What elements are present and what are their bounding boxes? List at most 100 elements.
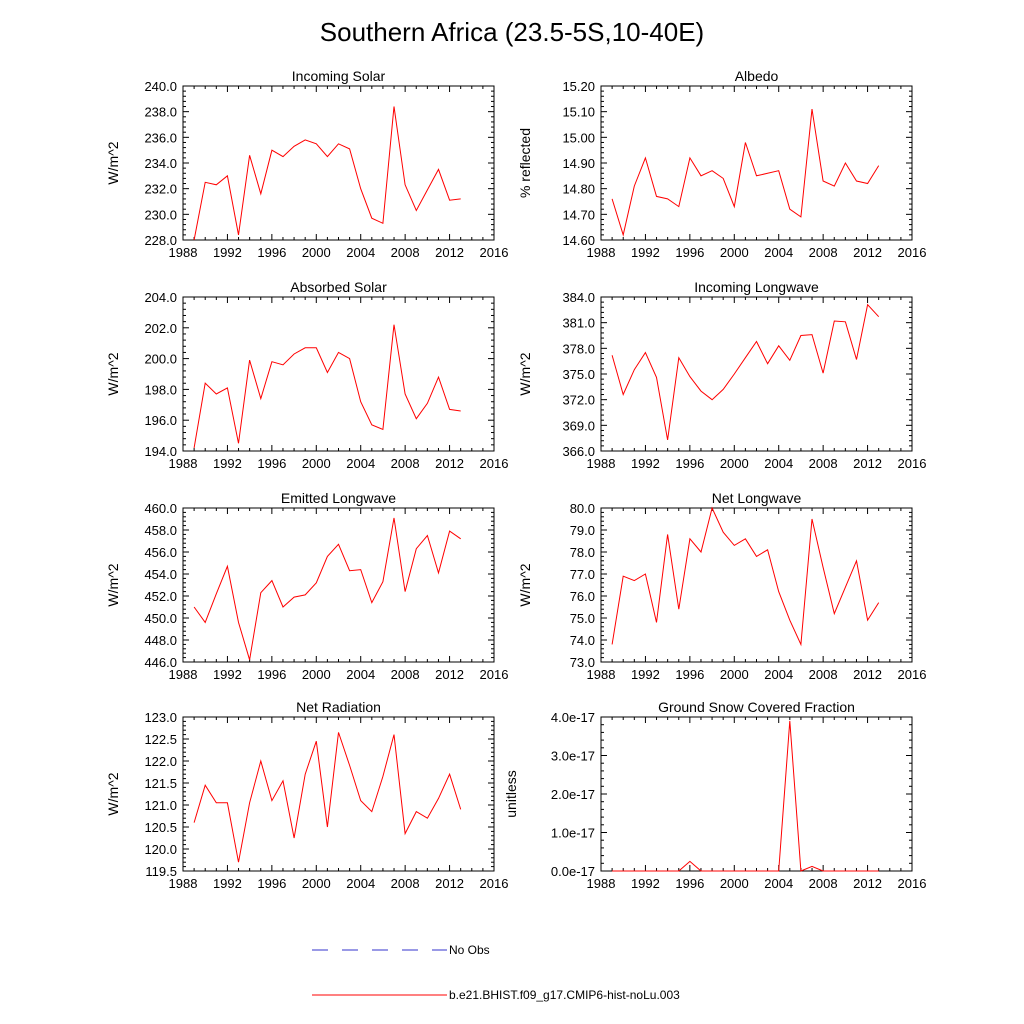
albedo-x-tick-label: 2008 (809, 245, 838, 260)
absorbed-solar-y-tick-label: 204.0 (144, 290, 177, 305)
absorbed-solar-x-tick-label: 1992 (213, 456, 242, 471)
albedo-y-tick-label: 14.70 (562, 207, 595, 222)
net-longwave-x-tick-label: 1988 (587, 667, 616, 682)
albedo-x-tick-label: 2012 (853, 245, 882, 260)
emitted-longwave-y-tick-label: 456.0 (144, 545, 177, 560)
incoming-longwave-y-axis-label: W/m^2 (517, 352, 533, 395)
ground-snow-covered-fraction-y-axis-label: unitless (503, 770, 519, 817)
ground-snow-covered-fraction-y-tick-label: 3.0e-17 (551, 749, 595, 764)
net-longwave-x-tick-label: 2008 (809, 667, 838, 682)
panel-ground-snow-covered-fraction: 1988 1992 1996 2000 2004 2008 2012 2016 0.0e-17 1… (503, 699, 926, 891)
absorbed-solar-y-tick-label: 198.0 (144, 382, 177, 397)
albedo-y-tick-label: 14.60 (562, 233, 595, 248)
emitted-longwave-x-tick-label: 2004 (346, 667, 375, 682)
net-radiation-y-tick-label: 120.0 (144, 842, 177, 857)
incoming-longwave-y-tick-label: 381.0 (562, 316, 595, 331)
albedo-x-tick-label: 1996 (675, 245, 704, 260)
albedo-y-tick-label: 14.90 (562, 156, 595, 171)
albedo-y-tick-label: 14.80 (562, 182, 595, 197)
absorbed-solar-x-tick-label: 2016 (480, 456, 509, 471)
absorbed-solar-y-tick-label: 194.0 (144, 444, 177, 459)
incoming-longwave-x-tick-label: 2008 (809, 456, 838, 471)
incoming-longwave-series-line (611, 303, 880, 440)
net-radiation-y-tick-label: 123.0 (144, 710, 177, 725)
net-longwave-y-tick-label: 73.0 (570, 655, 595, 670)
net-longwave-y-tick-label: 77.0 (570, 567, 595, 582)
emitted-longwave-series-line (193, 517, 461, 660)
absorbed-solar-title: Absorbed Solar (290, 279, 387, 295)
incoming-solar-x-tick-label: 1988 (169, 245, 198, 260)
panel-albedo: 1988 1992 1996 2000 2004 2008 2012 2016 14.60 14.… (517, 68, 926, 260)
net-longwave-y-tick-label: 78.0 (570, 545, 595, 560)
legend-model-label: b.e21.BHIST.f09_g17.CMIP6-hist-noLu.003 (449, 988, 680, 1002)
absorbed-solar-y-tick-label: 202.0 (144, 321, 177, 336)
incoming-longwave-y-tick-label: 369.0 (562, 418, 595, 433)
ground-snow-covered-fraction-y-tick-label: 0.0e-17 (551, 864, 595, 879)
emitted-longwave-x-tick-label: 1988 (169, 667, 198, 682)
net-radiation-x-tick-label: 1988 (169, 876, 198, 891)
panel-net-longwave: 1988 1992 1996 2000 2004 2008 2012 2016 73.0 74.0… (517, 490, 926, 682)
emitted-longwave-x-tick-label: 2012 (435, 667, 464, 682)
net-radiation-y-axis-label: W/m^2 (105, 772, 121, 815)
incoming-longwave-title: Incoming Longwave (694, 279, 819, 295)
net-longwave-y-tick-label: 76.0 (570, 589, 595, 604)
incoming-solar-y-axis-label: W/m^2 (105, 141, 121, 184)
net-radiation-x-tick-label: 2012 (435, 876, 464, 891)
ground-snow-covered-fraction-x-tick-label: 1992 (631, 876, 660, 891)
emitted-longwave-x-tick-label: 1992 (213, 667, 242, 682)
net-longwave-x-tick-label: 1992 (631, 667, 660, 682)
incoming-longwave-x-tick-label: 1992 (631, 456, 660, 471)
incoming-solar-x-tick-label: 2000 (302, 245, 331, 260)
ground-snow-covered-fraction-x-tick-label: 2016 (898, 876, 927, 891)
ground-snow-covered-fraction-y-tick-label: 2.0e-17 (551, 787, 595, 802)
figure-title: Southern Africa (23.5-5S,10-40E) (320, 17, 704, 47)
ground-snow-covered-fraction-x-tick-label: 1988 (587, 876, 616, 891)
emitted-longwave-y-tick-label: 454.0 (144, 567, 177, 582)
ground-snow-covered-fraction-series-line (612, 720, 879, 872)
emitted-longwave-title: Emitted Longwave (281, 490, 396, 506)
incoming-solar-y-tick-label: 234.0 (144, 156, 177, 171)
incoming-solar-y-tick-label: 236.0 (144, 130, 177, 145)
incoming-solar-x-tick-label: 2004 (346, 245, 375, 260)
net-radiation-x-tick-label: 2004 (346, 876, 375, 891)
legend-obs-label: No Obs (449, 943, 490, 957)
albedo-y-tick-label: 15.00 (562, 130, 595, 145)
incoming-solar-y-tick-label: 230.0 (144, 207, 177, 222)
incoming-longwave-x-tick-label: 2004 (764, 456, 793, 471)
absorbed-solar-x-tick-label: 1996 (257, 456, 286, 471)
ground-snow-covered-fraction-x-tick-label: 2012 (853, 876, 882, 891)
net-radiation-y-tick-label: 122.0 (144, 754, 177, 769)
net-longwave-title: Net Longwave (712, 490, 802, 506)
emitted-longwave-x-tick-label: 1996 (257, 667, 286, 682)
net-longwave-y-tick-label: 79.0 (570, 523, 595, 538)
ground-snow-covered-fraction-x-tick-label: 1996 (675, 876, 704, 891)
net-radiation-series-line (193, 732, 462, 863)
emitted-longwave-y-tick-label: 452.0 (144, 589, 177, 604)
incoming-solar-y-tick-label: 232.0 (144, 182, 177, 197)
net-longwave-series-line (611, 506, 880, 647)
incoming-longwave-x-tick-label: 1996 (675, 456, 704, 471)
legend: No Obs b.e21.BHIST.f09_g17.CMIP6-hist-no… (312, 943, 680, 1002)
ground-snow-covered-fraction-x-tick-label: 2008 (809, 876, 838, 891)
incoming-longwave-x-tick-label: 2016 (898, 456, 927, 471)
net-longwave-y-axis-label: W/m^2 (517, 563, 533, 606)
net-longwave-x-tick-label: 1996 (675, 667, 704, 682)
absorbed-solar-x-tick-label: 2008 (391, 456, 420, 471)
net-longwave-y-tick-label: 75.0 (570, 611, 595, 626)
albedo-x-tick-label: 1988 (587, 245, 616, 260)
emitted-longwave-y-tick-label: 448.0 (144, 633, 177, 648)
net-radiation-x-tick-label: 1996 (257, 876, 286, 891)
incoming-solar-x-tick-label: 1996 (257, 245, 286, 260)
albedo-x-tick-label: 2004 (764, 245, 793, 260)
incoming-longwave-x-tick-label: 2012 (853, 456, 882, 471)
incoming-solar-x-tick-label: 2012 (435, 245, 464, 260)
net-radiation-y-tick-label: 119.5 (145, 864, 177, 879)
albedo-y-axis-label: % reflected (517, 128, 533, 198)
ground-snow-covered-fraction-x-tick-label: 2004 (764, 876, 793, 891)
net-longwave-x-tick-label: 2012 (853, 667, 882, 682)
net-radiation-x-tick-label: 1992 (213, 876, 242, 891)
incoming-longwave-y-tick-label: 378.0 (562, 341, 595, 356)
absorbed-solar-y-tick-label: 196.0 (144, 413, 177, 428)
absorbed-solar-x-tick-label: 1988 (169, 456, 198, 471)
